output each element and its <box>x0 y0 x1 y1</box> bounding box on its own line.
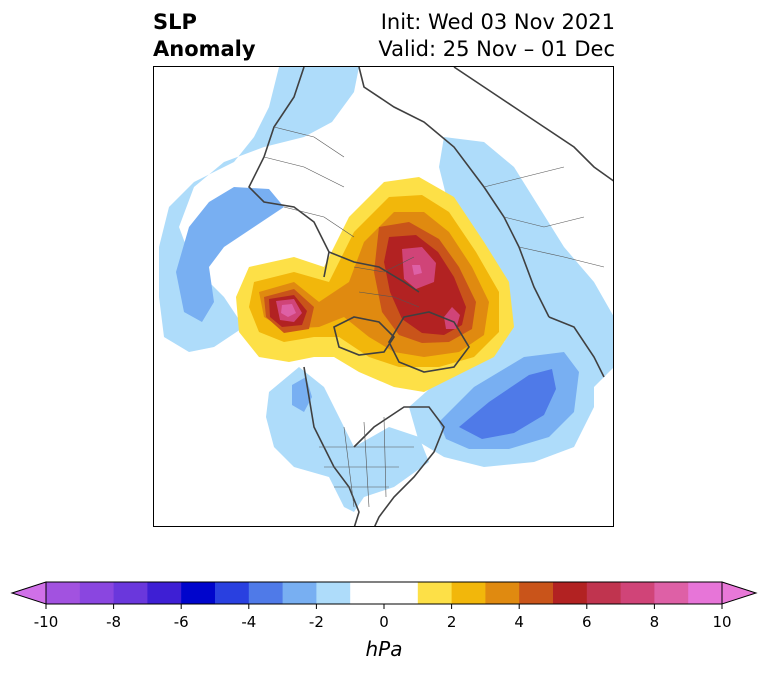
colorbar-bin <box>79 582 115 604</box>
colorbar-bin <box>248 582 284 604</box>
colorbar-bins <box>46 582 723 604</box>
title-variable: SLP <box>153 10 197 34</box>
pacific-negative-core <box>176 187 284 322</box>
colorbar-bin <box>46 582 81 604</box>
map-title: SLP Anomaly <box>153 9 256 63</box>
colorbar-bin <box>688 582 723 604</box>
colorbar-bin <box>113 582 148 604</box>
colorbar-tick-label: -2 <box>309 613 324 631</box>
colorbar-bin <box>181 582 216 604</box>
colorbar: -10 -8 -6 -4 -2 0 2 4 6 8 10 <box>10 581 758 631</box>
coastlines <box>248 67 613 526</box>
init-date: Init: Wed 03 Nov 2021 <box>380 10 615 34</box>
colorbar-bin <box>417 582 453 604</box>
colorbar-tick-label: -8 <box>106 613 121 631</box>
title-type: Anomaly <box>153 37 256 61</box>
anomaly-map <box>159 67 613 526</box>
colorbar-bin <box>620 582 655 604</box>
borders <box>263 126 605 508</box>
atlantic-negative-core <box>459 369 556 439</box>
siberia-negative-anomaly <box>439 137 613 402</box>
colorbar-bin <box>215 582 250 604</box>
colorbar-bin <box>316 582 351 604</box>
eurasia-negative-anomaly <box>159 67 359 352</box>
colorbar-tick-label: 0 <box>379 613 389 631</box>
colorbar-bin <box>147 582 182 604</box>
colorbar-bin <box>654 582 689 604</box>
colorbar-bin <box>451 582 486 604</box>
map-panel <box>153 66 614 527</box>
colorbar-tick-label: -6 <box>174 613 189 631</box>
colorbar-bin <box>519 582 554 604</box>
map-dates: Init: Wed 03 Nov 2021 Valid: 25 Nov – 01… <box>378 9 615 63</box>
colorbar-bin <box>553 582 588 604</box>
colorbar-ticks: -10 -8 -6 -4 -2 0 2 4 6 8 10 <box>34 604 732 631</box>
arctic-positive-core <box>281 265 422 317</box>
colorbar-bin <box>350 582 419 604</box>
colorbar-tick-label: -10 <box>34 613 59 631</box>
colorbar-bin <box>485 582 520 604</box>
colorbar-tick-label: 8 <box>650 613 660 631</box>
colorbar-tick-label: 4 <box>514 613 524 631</box>
colorbar-bin <box>282 582 317 604</box>
colorbar-tick-label: 10 <box>712 613 731 631</box>
colorbar-extend-low <box>10 581 47 605</box>
colorbar-unit: hPa <box>365 637 403 661</box>
colorbar-bin <box>586 582 622 604</box>
colorbar-tick-label: 6 <box>582 613 592 631</box>
valid-range: Valid: 25 Nov – 01 Dec <box>378 37 615 61</box>
colorbar-tick-label: 2 <box>447 613 457 631</box>
colorbar-extend-high <box>721 581 758 605</box>
colorbar-tick-label: -4 <box>241 613 256 631</box>
